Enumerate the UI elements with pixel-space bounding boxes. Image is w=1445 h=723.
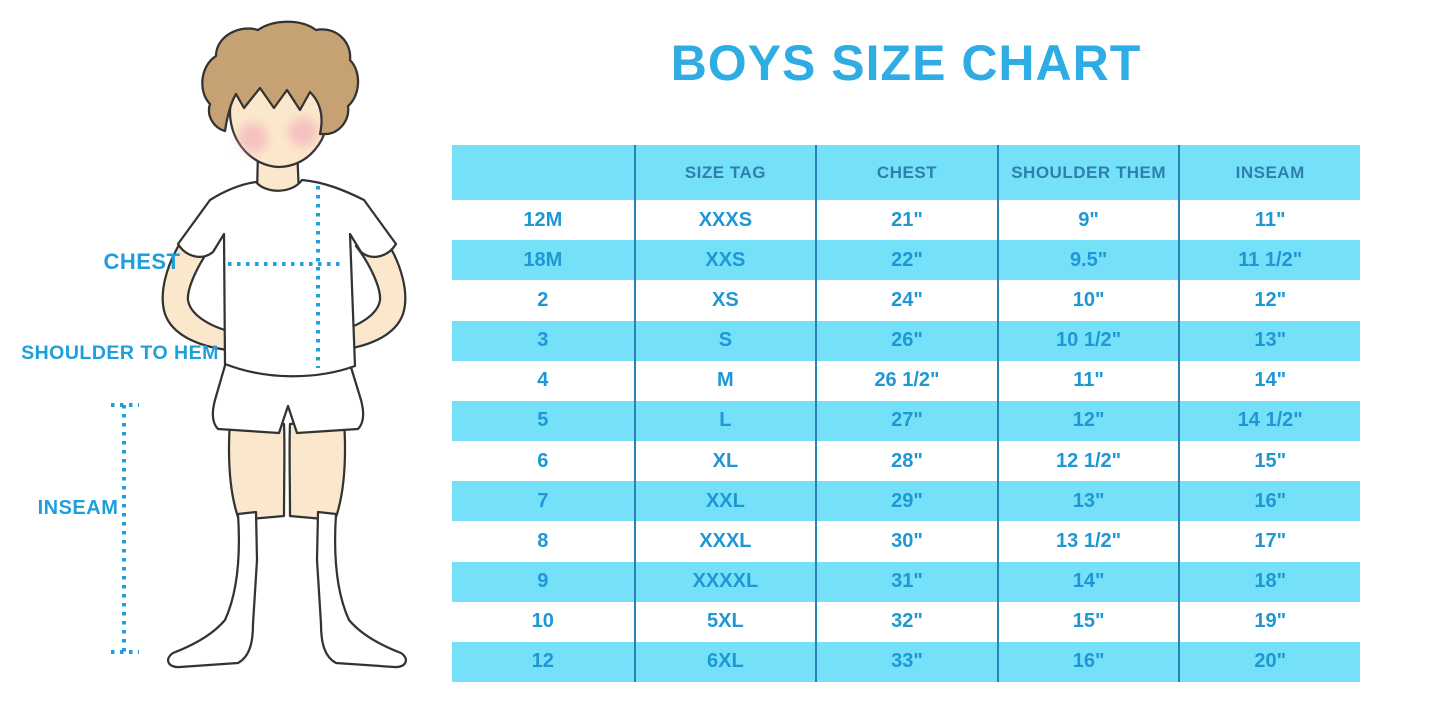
- header-cell-inseam: INSEAM: [1178, 145, 1360, 200]
- table-cell: 19": [1178, 601, 1360, 642]
- left-leg-shape: [227, 418, 286, 522]
- row-size-cell: 2: [452, 280, 634, 321]
- table-cell: 12 1/2": [996, 441, 1179, 482]
- table-cell: 15": [996, 601, 1179, 642]
- row-size-cell: 6: [452, 441, 634, 482]
- table-cell: 14": [1178, 360, 1360, 401]
- table-cell: S: [633, 320, 816, 361]
- table-cell: XXS: [633, 240, 816, 281]
- row-size-cell: 4: [452, 360, 634, 401]
- table-cell: 10 1/2": [996, 320, 1179, 361]
- table-cell: XXXS: [633, 200, 816, 241]
- row-size-cell: 7: [452, 481, 634, 522]
- table-cell: 29": [815, 481, 997, 522]
- table-cell: 14": [996, 561, 1179, 602]
- page-title: BOYS SIZE CHART: [670, 35, 1142, 91]
- table-cell: 21": [815, 200, 997, 241]
- row-size-cell: 5: [452, 400, 634, 441]
- table-cell: 16": [996, 641, 1179, 682]
- table-cell: 18": [1178, 561, 1360, 602]
- table-cell: 32": [815, 601, 997, 642]
- table-cell: 5XL: [633, 601, 816, 642]
- row-size-cell: 12M: [452, 200, 634, 241]
- row-size-cell: 12: [452, 641, 634, 682]
- table-cell: 26 1/2": [815, 360, 997, 401]
- table-cell: 22": [815, 240, 997, 281]
- hair-shape: [201, 20, 360, 136]
- table-cell: 33": [815, 641, 997, 682]
- table-cell: XXXXL: [633, 561, 816, 602]
- table-cell: 17": [1178, 521, 1360, 562]
- table-cell: 16": [1178, 481, 1360, 522]
- table-cell: 11": [996, 360, 1179, 401]
- table-cell: 13": [996, 481, 1179, 522]
- table-cell: 11 1/2": [1178, 240, 1360, 281]
- row-size-cell: 9: [452, 561, 634, 602]
- shoulder-to-hem-label: SHOULDER TO HEM: [21, 342, 219, 364]
- table-cell: XXL: [633, 481, 816, 522]
- table-cell: 6XL: [633, 641, 816, 682]
- tshirt-shape: [176, 178, 398, 378]
- table-cell: 24": [815, 280, 997, 321]
- table-cell: M: [633, 360, 816, 401]
- row-size-cell: 10: [452, 601, 634, 642]
- table-cell: 13": [1178, 320, 1360, 361]
- table-cell: 9": [996, 200, 1179, 241]
- row-size-cell: 8: [452, 521, 634, 562]
- right-cheek-blush: [288, 117, 318, 147]
- table-cell: 30": [815, 521, 997, 562]
- right-sock-shape: [315, 510, 408, 669]
- boy-measurement-diagram: CHEST SHOULDER TO HEM INSEAM: [21, 20, 408, 669]
- left-sock-shape: [166, 510, 259, 669]
- table-cell: 26": [815, 320, 997, 361]
- table-cell: 12": [996, 400, 1179, 441]
- table-cell: 9.5": [996, 240, 1179, 281]
- table-cell: 12": [1178, 280, 1360, 321]
- table-cell: XXXL: [633, 521, 816, 562]
- header-cell-size: [452, 145, 634, 200]
- table-cell: 28": [815, 441, 997, 482]
- table-cell: 13 1/2": [996, 521, 1179, 562]
- header-cell-shoulder-them: SHOULDER THEM: [996, 145, 1179, 200]
- header-cell-chest: CHEST: [815, 145, 997, 200]
- table-cell: 27": [815, 400, 997, 441]
- right-leg-shape: [288, 418, 347, 522]
- table-cell: XL: [633, 441, 816, 482]
- size-table: SIZE TAG CHEST SHOULDER THEM INSEAM 12M XXXS 2…: [452, 145, 1360, 682]
- table-cell: 20": [1178, 641, 1360, 682]
- chest-label: CHEST: [103, 249, 180, 274]
- table-cell: 14 1/2": [1178, 400, 1360, 441]
- table-cell: L: [633, 400, 816, 441]
- table-cell: 11": [1178, 200, 1360, 241]
- table-cell: 10": [996, 280, 1179, 321]
- inseam-label: INSEAM: [38, 497, 119, 519]
- row-size-cell: 3: [452, 320, 634, 361]
- table-cell: 15": [1178, 441, 1360, 482]
- header-cell-size-tag: SIZE TAG: [633, 145, 816, 200]
- row-size-cell: 18M: [452, 240, 634, 281]
- left-cheek-blush: [238, 123, 268, 153]
- table-cell: 31": [815, 561, 997, 602]
- table-cell: XS: [633, 280, 816, 321]
